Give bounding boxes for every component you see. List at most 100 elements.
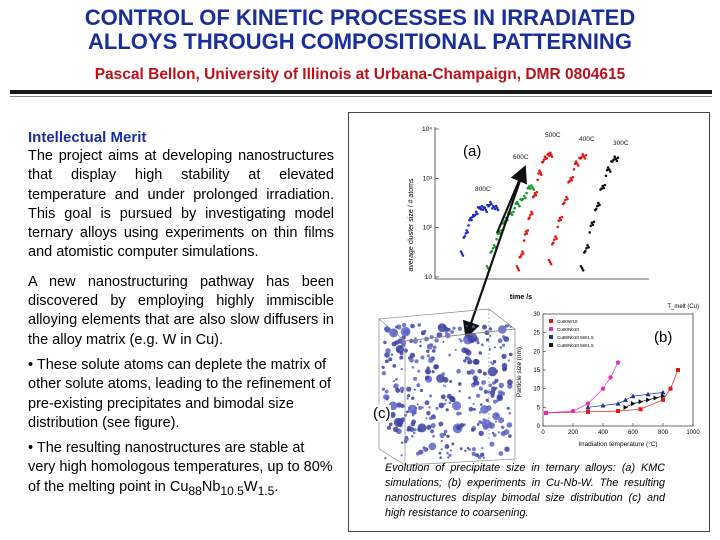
chart-b-xtick-label: 800 — [658, 430, 669, 436]
chart-a-point — [569, 177, 572, 180]
chart-b-point — [616, 409, 620, 414]
intro-paragraph: The project aims at developing nanostruc… — [28, 148, 334, 261]
cluster-blob — [452, 401, 462, 411]
cluster-blob — [481, 419, 492, 429]
chart-b-point — [570, 408, 576, 414]
cluster-blob — [458, 382, 462, 386]
cluster-blob — [410, 323, 415, 329]
cluster-blob — [401, 343, 406, 347]
cluster-blob — [384, 326, 391, 333]
chart-b-point — [600, 402, 606, 408]
cluster-blob — [440, 448, 443, 451]
cluster-blob — [476, 393, 481, 398]
cluster-blob — [498, 382, 504, 388]
cluster-blob — [444, 330, 448, 334]
cluster-blob — [390, 353, 394, 356]
cluster-blob — [438, 451, 442, 455]
chart-a-point — [564, 198, 567, 202]
chart-a-point — [531, 212, 534, 216]
chart-a-point — [612, 158, 615, 161]
chart-a-point — [549, 151, 552, 155]
cluster-blob — [506, 406, 510, 410]
chart-a-point — [512, 210, 515, 214]
cluster-blob — [426, 424, 432, 430]
chart-a-point — [580, 156, 583, 159]
cluster-blob — [389, 411, 396, 418]
chart-b-xtick-label: 1000 — [686, 430, 700, 436]
chart-a-point — [518, 204, 521, 208]
cluster-blob — [424, 400, 430, 406]
cluster-blob — [449, 380, 453, 383]
chart-a-point — [584, 154, 588, 157]
chart-a-point — [470, 218, 473, 222]
chart-b-legend-swatch — [549, 327, 553, 331]
cluster-blob — [399, 386, 405, 392]
chart-a-point — [524, 196, 527, 200]
cluster-blob — [387, 425, 391, 430]
cluster-blob — [508, 434, 512, 438]
chart-a-point — [554, 235, 557, 238]
chart-b-ytick-label: 20 — [533, 349, 540, 355]
cluster-blob — [400, 390, 404, 393]
chart-a-point — [597, 201, 600, 205]
cluster-blob — [459, 412, 462, 415]
cluster-blob — [428, 442, 437, 451]
chart-a-point — [535, 190, 539, 194]
cluster-blob — [430, 429, 435, 434]
cluster-blob — [467, 333, 478, 343]
chart-a-point — [475, 212, 479, 216]
cluster-blob — [411, 419, 416, 425]
cluster-blob — [442, 341, 445, 343]
cluster-blob — [488, 383, 493, 388]
cluster-blob — [508, 412, 512, 415]
cluster-blob — [405, 410, 409, 414]
chart-experiments: T_melt (Cu) Particle size (nm) 0 200 400 60… — [516, 304, 700, 448]
cluster-blob — [435, 406, 439, 410]
cluster-blob — [504, 446, 510, 452]
chart-b-point — [586, 409, 590, 414]
cluster-blob — [417, 369, 421, 373]
cluster-blob — [420, 330, 426, 336]
cluster-blob — [501, 343, 506, 347]
chart-a-point — [598, 203, 601, 207]
cluster-blob — [456, 411, 461, 416]
cluster-blob — [432, 345, 437, 350]
cluster-blob — [458, 338, 461, 341]
cluster-blob — [381, 387, 386, 391]
cluster-blob — [388, 357, 393, 362]
chart-b-xtick-label: 600 — [628, 430, 639, 436]
cluster-blob — [419, 340, 422, 343]
chart-a-ylabel: average cluster size / # atoms — [408, 178, 415, 271]
chart-a-point — [481, 208, 485, 211]
chart-a-series-label: 800C — [475, 186, 491, 193]
cluster-blob — [429, 416, 433, 421]
chart-a-point — [536, 178, 539, 182]
cluster-blob — [384, 359, 389, 364]
chart-b-point — [615, 360, 621, 365]
cluster-blob — [483, 389, 488, 394]
chart-a-point — [602, 186, 606, 190]
cluster-blob — [506, 422, 513, 428]
chart-kmc: average cluster size / # atoms 10 10² 10³ 1… — [408, 126, 649, 301]
cluster-blob — [478, 351, 482, 355]
cluster-blob — [448, 401, 452, 404]
title-line-2: ALLOYS THROUGH COMPOSITIONAL PATTERNING — [88, 29, 632, 54]
chart-a-point — [490, 249, 494, 253]
chart-a-point — [543, 155, 547, 158]
chart-b-legend-label: Cu88Nb10.5W1.5 — [557, 343, 594, 348]
cluster-blob — [466, 370, 471, 375]
cluster-blob — [497, 338, 503, 344]
cluster-blob — [492, 433, 497, 438]
chart-a-point — [528, 216, 531, 219]
chart-a-point — [496, 232, 500, 235]
cluster-blob — [478, 420, 482, 424]
discovery-paragraph: A new nanostructuring pathway has been d… — [28, 273, 334, 348]
cluster-blob — [392, 364, 397, 368]
cluster-blob — [465, 325, 468, 327]
cluster-blob — [446, 451, 449, 455]
cluster-blob — [388, 401, 398, 411]
cluster-blob — [396, 402, 402, 408]
chart-a-point — [521, 197, 525, 201]
chart-a-point — [609, 170, 612, 173]
cluster-blob — [392, 380, 395, 383]
